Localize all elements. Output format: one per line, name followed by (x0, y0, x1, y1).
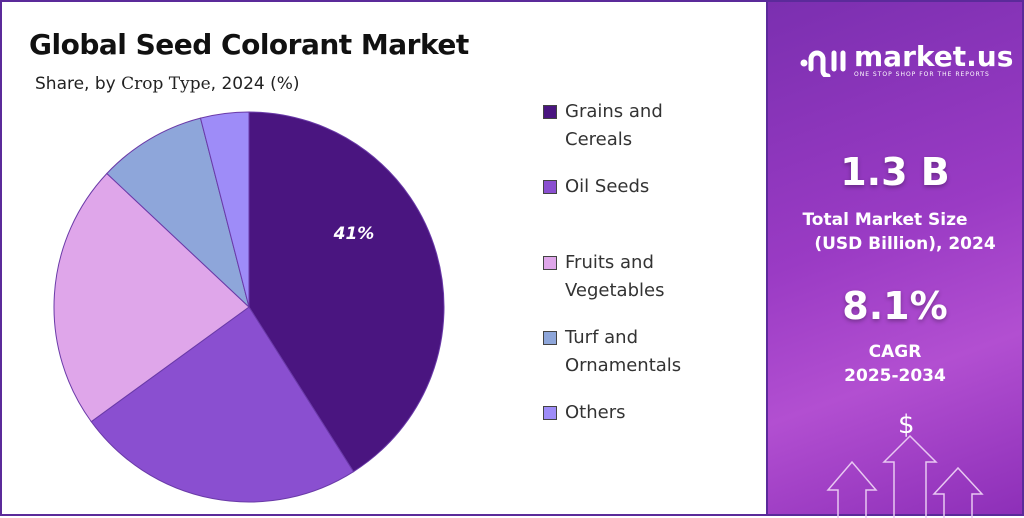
legend-swatch (543, 406, 557, 420)
cagr-value: 8.1% (842, 284, 948, 328)
subtitle-serif: Crop Type (121, 74, 211, 94)
pie-slice-1 (90, 306, 355, 503)
legend-item: Grains and Cereals (543, 98, 743, 154)
pie-slice-4 (199, 111, 250, 308)
legend-item: Oil Seeds (543, 173, 743, 201)
pie-slice-3 (106, 117, 250, 309)
legend-label: Fruits and Vegetables (565, 252, 665, 301)
legend-label: Oil Seeds (565, 176, 650, 197)
logo-icon (800, 50, 846, 77)
cagr-label1: CAGR (868, 342, 922, 362)
cagr-label2: 2025-2034 (844, 366, 946, 386)
dollar-icon: $ (898, 410, 915, 440)
pie-slice-2 (53, 172, 250, 423)
brand-name: market.us (854, 40, 1014, 73)
market-size-label2: (USD Billion), 2024 (814, 234, 996, 254)
legend-item: Others (543, 399, 743, 427)
chart-panel: Global Seed Colorant Market Share, by Cr… (0, 0, 766, 516)
legend-swatch (543, 180, 557, 194)
brand-tagline: ONE STOP SHOP FOR THE REPORTS (854, 71, 990, 78)
chart-title: Global Seed Colorant Market (29, 28, 469, 61)
legend-label: Turf and Ornamentals (565, 327, 682, 376)
brand-logo: market.us ONE STOP SHOP FOR THE REPORTS (798, 40, 1013, 78)
market-size-label1: Total Market Size (802, 210, 968, 230)
legend-swatch (543, 331, 557, 345)
legend-item: Fruits and Vegetables (543, 249, 743, 305)
pie-slice-0 (248, 111, 445, 473)
legend-swatch (543, 105, 557, 119)
legend-label: Grains and Cereals (565, 101, 663, 150)
pie-chart: 41% (53, 111, 445, 503)
chart-subtitle: Share, by Crop Type, 2024 (%) (35, 74, 300, 94)
market-size-value: 1.3 B (840, 150, 950, 194)
legend-label: Others (565, 402, 626, 423)
legend-swatch (543, 256, 557, 270)
subtitle-prefix: Share, by (35, 74, 122, 94)
up-arrows-icon (826, 434, 984, 518)
data-label-0: 41% (333, 224, 375, 244)
stats-panel: market.us ONE STOP SHOP FOR THE REPORTS … (766, 0, 1024, 518)
subtitle-suffix: , 2024 (%) (210, 74, 300, 94)
legend-item: Turf and Ornamentals (543, 324, 743, 380)
